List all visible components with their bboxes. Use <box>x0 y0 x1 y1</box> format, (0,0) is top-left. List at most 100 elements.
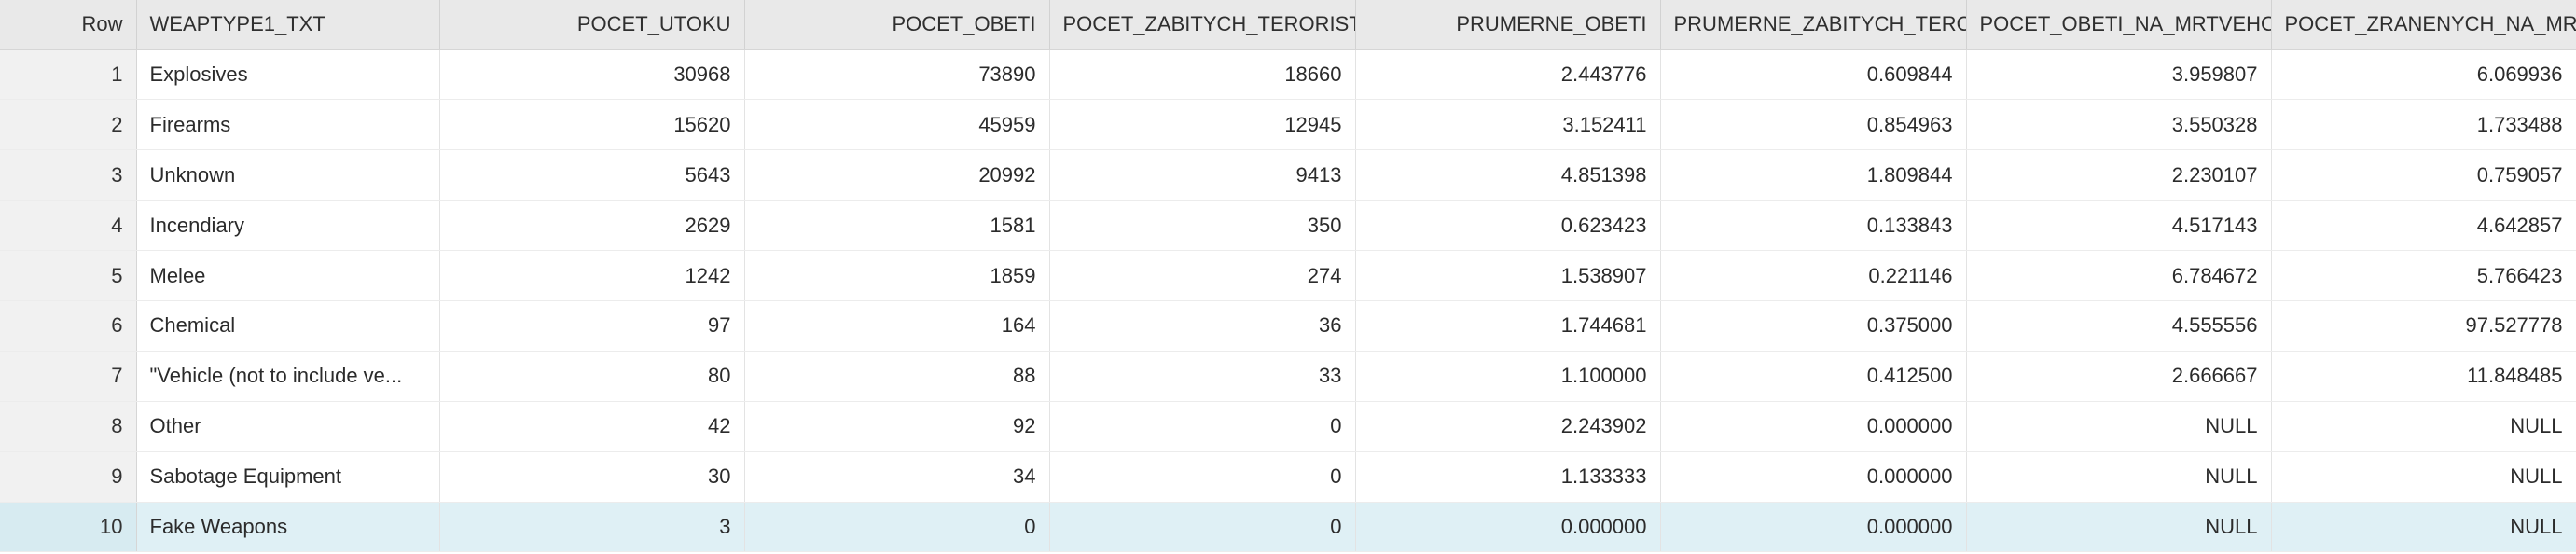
pocet-zranenych-na-mrtveho-cell[interactable]: 11.848485 <box>2271 351 2576 402</box>
prumerne-obeti-cell[interactable]: 1.744681 <box>1355 300 1661 352</box>
pocet-obeti-cell[interactable]: 45959 <box>744 99 1050 151</box>
weapon-type-cell[interactable]: Chemical <box>136 300 440 352</box>
table-row[interactable]: 8 Other 42 92 0 2.243902 0.000000 NULL N… <box>0 401 2576 452</box>
pocet-obeti-na-mrtveho-cell[interactable]: NULL <box>1966 451 2272 503</box>
column-header-pocet-obeti-na-mrtveho[interactable]: POCET_OBETI_NA_MRTVEHO_TERORISTU <box>1966 0 2272 50</box>
prumerne-zabitych-teroristu-cell[interactable]: 0.000000 <box>1660 502 1967 553</box>
pocet-zranenych-na-mrtveho-cell[interactable]: NULL <box>2271 502 2576 553</box>
prumerne-zabitych-teroristu-cell[interactable]: 0.000000 <box>1660 451 1967 503</box>
prumerne-obeti-cell[interactable]: 3.152411 <box>1355 99 1661 151</box>
table-row[interactable]: 2 Firearms 15620 45959 12945 3.152411 0.… <box>0 99 2576 151</box>
prumerne-obeti-cell[interactable]: 0.623423 <box>1355 200 1661 252</box>
weapon-type-cell[interactable]: Other <box>136 401 440 452</box>
prumerne-zabitych-teroristu-cell[interactable]: 0.133843 <box>1660 200 1967 252</box>
pocet-obeti-na-mrtveho-cell[interactable]: 2.666667 <box>1966 351 2272 402</box>
pocet-obeti-cell[interactable]: 88 <box>744 351 1050 402</box>
pocet-utoku-cell[interactable]: 80 <box>439 351 745 402</box>
table-row-selected[interactable]: 10 Fake Weapons 3 0 0 0.000000 0.000000 … <box>0 502 2576 553</box>
row-number[interactable]: 4 <box>0 200 137 252</box>
prumerne-obeti-cell[interactable]: 1.133333 <box>1355 451 1661 503</box>
weapon-type-cell[interactable]: Firearms <box>136 99 440 151</box>
column-header-pocet-zabitych-teroristu[interactable]: POCET_ZABITYCH_TERORISTU <box>1049 0 1356 50</box>
weapon-type-cell[interactable]: Incendiary <box>136 200 440 252</box>
column-header-pocet-obeti[interactable]: POCET_OBETI <box>744 0 1050 50</box>
column-header-weaptype1-txt[interactable]: WEAPTYPE1_TXT <box>136 0 440 50</box>
weapon-type-cell[interactable]: Unknown <box>136 149 440 201</box>
prumerne-zabitych-teroristu-cell[interactable]: 0.221146 <box>1660 250 1967 301</box>
column-header-row[interactable]: Row <box>0 0 137 50</box>
pocet-obeti-cell[interactable]: 20992 <box>744 149 1050 201</box>
pocet-obeti-cell[interactable]: 1859 <box>744 250 1050 301</box>
pocet-zabitych-teroristu-cell[interactable]: 36 <box>1049 300 1356 352</box>
row-number[interactable]: 6 <box>0 300 137 352</box>
pocet-obeti-cell[interactable]: 1581 <box>744 200 1050 252</box>
row-number[interactable]: 10 <box>0 502 137 553</box>
table-row[interactable]: 7 "Vehicle (not to include ve... 80 88 3… <box>0 351 2576 402</box>
pocet-zranenych-na-mrtveho-cell[interactable]: 4.642857 <box>2271 200 2576 252</box>
pocet-utoku-cell[interactable]: 3 <box>439 502 745 553</box>
pocet-obeti-na-mrtveho-cell[interactable]: 3.959807 <box>1966 49 2272 101</box>
pocet-obeti-na-mrtveho-cell[interactable]: 6.784672 <box>1966 250 2272 301</box>
pocet-utoku-cell[interactable]: 30968 <box>439 49 745 101</box>
pocet-zranenych-na-mrtveho-cell[interactable]: 97.527778 <box>2271 300 2576 352</box>
pocet-obeti-cell[interactable]: 164 <box>744 300 1050 352</box>
table-row[interactable]: 5 Melee 1242 1859 274 1.538907 0.221146 … <box>0 250 2576 301</box>
pocet-utoku-cell[interactable]: 30 <box>439 451 745 503</box>
pocet-obeti-na-mrtveho-cell[interactable]: NULL <box>1966 401 2272 452</box>
column-header-prumerne-obeti[interactable]: PRUMERNE_OBETI <box>1355 0 1661 50</box>
pocet-zabitych-teroristu-cell[interactable]: 350 <box>1049 200 1356 252</box>
pocet-zabitych-teroristu-cell[interactable]: 9413 <box>1049 149 1356 201</box>
table-row[interactable]: 4 Incendiary 2629 1581 350 0.623423 0.13… <box>0 200 2576 252</box>
pocet-obeti-na-mrtveho-cell[interactable]: 3.550328 <box>1966 99 2272 151</box>
prumerne-zabitych-teroristu-cell[interactable]: 1.809844 <box>1660 149 1967 201</box>
row-number[interactable]: 5 <box>0 250 137 301</box>
column-header-pocet-utoku[interactable]: POCET_UTOKU <box>439 0 745 50</box>
pocet-zabitych-teroristu-cell[interactable]: 12945 <box>1049 99 1356 151</box>
row-number[interactable]: 1 <box>0 49 137 101</box>
pocet-utoku-cell[interactable]: 15620 <box>439 99 745 151</box>
pocet-obeti-cell[interactable]: 34 <box>744 451 1050 503</box>
prumerne-zabitych-teroristu-cell[interactable]: 0.854963 <box>1660 99 1967 151</box>
pocet-obeti-na-mrtveho-cell[interactable]: NULL <box>1966 502 2272 553</box>
pocet-zabitych-teroristu-cell[interactable]: 18660 <box>1049 49 1356 101</box>
pocet-obeti-cell[interactable]: 0 <box>744 502 1050 553</box>
prumerne-obeti-cell[interactable]: 2.443776 <box>1355 49 1661 101</box>
column-header-pocet-zranenych-na-mrtveho[interactable]: POCET_ZRANENYCH_NA_MRTVEHO <box>2271 0 2576 50</box>
weapon-type-cell[interactable]: Explosives <box>136 49 440 101</box>
pocet-zabitych-teroristu-cell[interactable]: 274 <box>1049 250 1356 301</box>
row-number[interactable]: 3 <box>0 149 137 201</box>
pocet-obeti-na-mrtveho-cell[interactable]: 4.555556 <box>1966 300 2272 352</box>
weapon-type-cell[interactable]: Fake Weapons <box>136 502 440 553</box>
column-header-prumerne-zabitych-teroristu[interactable]: PRUMERNE_ZABITYCH_TERORISTU <box>1660 0 1967 50</box>
pocet-zranenych-na-mrtveho-cell[interactable]: 5.766423 <box>2271 250 2576 301</box>
pocet-zranenych-na-mrtveho-cell[interactable]: NULL <box>2271 401 2576 452</box>
prumerne-zabitych-teroristu-cell[interactable]: 0.375000 <box>1660 300 1967 352</box>
pocet-obeti-cell[interactable]: 92 <box>744 401 1050 452</box>
prumerne-obeti-cell[interactable]: 1.538907 <box>1355 250 1661 301</box>
table-row[interactable]: 9 Sabotage Equipment 30 34 0 1.133333 0.… <box>0 451 2576 503</box>
prumerne-obeti-cell[interactable]: 4.851398 <box>1355 149 1661 201</box>
table-row[interactable]: 3 Unknown 5643 20992 9413 4.851398 1.809… <box>0 149 2576 201</box>
pocet-obeti-na-mrtveho-cell[interactable]: 4.517143 <box>1966 200 2272 252</box>
prumerne-zabitych-teroristu-cell[interactable]: 0.609844 <box>1660 49 1967 101</box>
pocet-zabitych-teroristu-cell[interactable]: 0 <box>1049 401 1356 452</box>
table-row[interactable]: 1 Explosives 30968 73890 18660 2.443776 … <box>0 49 2576 101</box>
pocet-zranenych-na-mrtveho-cell[interactable]: 0.759057 <box>2271 149 2576 201</box>
pocet-zabitych-teroristu-cell[interactable]: 0 <box>1049 502 1356 553</box>
pocet-zranenych-na-mrtveho-cell[interactable]: NULL <box>2271 451 2576 503</box>
pocet-utoku-cell[interactable]: 2629 <box>439 200 745 252</box>
pocet-zranenych-na-mrtveho-cell[interactable]: 1.733488 <box>2271 99 2576 151</box>
weapon-type-cell[interactable]: Melee <box>136 250 440 301</box>
pocet-obeti-na-mrtveho-cell[interactable]: 2.230107 <box>1966 149 2272 201</box>
pocet-utoku-cell[interactable]: 1242 <box>439 250 745 301</box>
weapon-type-cell[interactable]: Sabotage Equipment <box>136 451 440 503</box>
pocet-zranenych-na-mrtveho-cell[interactable]: 6.069936 <box>2271 49 2576 101</box>
prumerne-obeti-cell[interactable]: 1.100000 <box>1355 351 1661 402</box>
pocet-utoku-cell[interactable]: 5643 <box>439 149 745 201</box>
prumerne-zabitych-teroristu-cell[interactable]: 0.000000 <box>1660 401 1967 452</box>
row-number[interactable]: 2 <box>0 99 137 151</box>
row-number[interactable]: 7 <box>0 351 137 402</box>
pocet-zabitych-teroristu-cell[interactable]: 0 <box>1049 451 1356 503</box>
pocet-utoku-cell[interactable]: 97 <box>439 300 745 352</box>
table-row[interactable]: 6 Chemical 97 164 36 1.744681 0.375000 4… <box>0 300 2576 352</box>
